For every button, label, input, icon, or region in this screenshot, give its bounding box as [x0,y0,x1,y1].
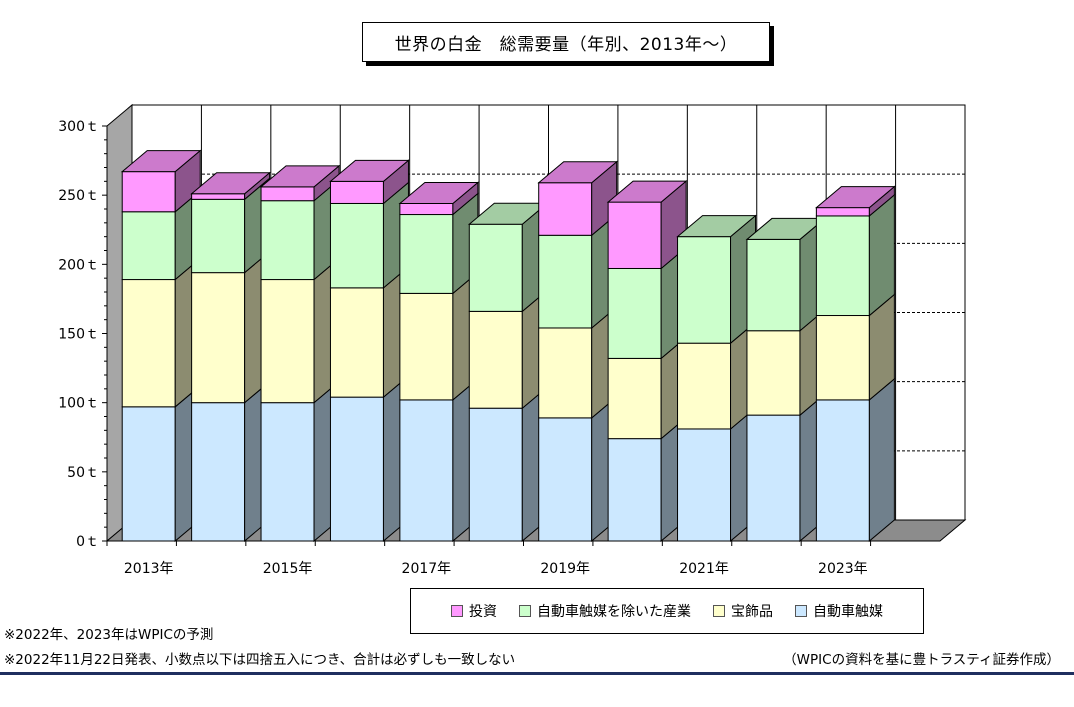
y-tick-label: 200ｔ [58,257,99,273]
bar-segment [746,414,801,542]
bar-segment [538,327,593,419]
bar-segment [399,214,454,294]
bar-segment [677,428,732,542]
bar-segment [746,238,801,332]
y-tick-label: 50ｔ [67,465,99,481]
legend-swatch [519,605,531,617]
legend-item: 宝飾品 [713,601,773,621]
forecast-note: ※2022年、2023年はWPICの予測 [4,627,214,643]
bar-top [676,215,757,238]
bar-segment [260,402,315,542]
bar-segment [329,396,384,542]
y-tick-label: 250ｔ [58,188,99,204]
bottom-divider [0,672,1074,675]
bar-segment [468,310,523,409]
bar-segment [260,186,315,202]
bar-segment [538,417,593,542]
bar-segment [121,406,176,542]
bar-segment [815,207,870,217]
bar-segment [677,236,732,344]
x-tick-label: 2023年 [818,561,868,577]
legend-label: 宝飾品 [731,604,773,620]
source-note: （WPICの資料を基に豊トラスティ証券作成） [783,652,1060,668]
bar-segment [607,201,662,269]
bar-segment [607,357,662,440]
legend-swatch [713,605,725,617]
bar-segment [191,193,246,200]
bar-segment [815,399,870,542]
legend-item: 自動車触媒 [795,601,883,621]
legend-label: 投資 [469,604,497,620]
bar-segment [191,272,246,404]
bar-segment [399,292,454,401]
bar-segment [468,407,523,542]
bar-segment-side [868,377,895,543]
announcement-note: ※2022年11月22日発表、小数点以下は四捨五入につき、合計は必ずしも一致しな… [4,652,516,668]
bar-segment [121,171,176,213]
bar-segment [399,399,454,542]
bar-segment [538,234,593,329]
bar-segment [329,202,384,289]
bar-segment [399,202,454,216]
bar-segment [329,287,384,398]
bar-segment [260,279,315,404]
stacked-bar-chart: 0ｔ 50ｔ 100ｔ 150ｔ 200ｔ 250ｔ 300ｔ 2013年 2015年 2017年… [58,103,967,577]
legend-swatch [795,605,807,617]
bar-segment [191,198,246,274]
bar-segment [815,215,870,317]
chart-legend: 投資 自動車触媒を除いた産業 宝飾品 自動車触媒 [410,588,924,634]
legend-label: 自動車触媒 [813,604,883,620]
legend-item: 投資 [451,601,497,621]
legend-label: 自動車触媒を除いた産業 [537,604,691,620]
y-tick-label: 300ｔ [58,119,99,135]
chart-title-text: 世界の白金 総需要量（年別、2013年～） [394,34,738,55]
x-tick-label: 2021年 [679,561,729,577]
bar-segment [607,438,662,542]
legend-item: 自動車触媒を除いた産業 [519,601,691,621]
y-tick-label: 100ｔ [58,396,99,412]
x-tick-label: 2017年 [402,561,452,577]
bar-top [606,180,688,203]
bar-top [329,159,410,182]
bar-segment [815,315,870,401]
bar-segment [468,223,523,312]
bar-segment [121,211,176,281]
x-tick-label: 2019年 [540,561,590,577]
bar-segment [677,342,732,430]
bar-segment [607,267,662,359]
y-tick-label: 150ｔ [58,327,99,343]
bar-segment [260,200,315,281]
bar-top [398,181,480,204]
bar-segment [746,330,801,416]
y-tick-label: 0ｔ [76,534,99,550]
bar-top [259,165,341,188]
bar-segment [538,182,593,236]
x-tick-label: 2015年 [263,561,313,577]
bar-top [815,186,896,209]
x-tick-label: 2013年 [124,561,174,577]
bar-segment [191,402,246,542]
bar-top [537,161,619,184]
legend-swatch [451,605,463,617]
bar-top [120,150,202,173]
bar-top [190,172,271,195]
bar-segment [121,279,176,408]
chart-title: 世界の白金 総需要量（年別、2013年～） [362,22,770,62]
bar-segment [329,180,384,204]
